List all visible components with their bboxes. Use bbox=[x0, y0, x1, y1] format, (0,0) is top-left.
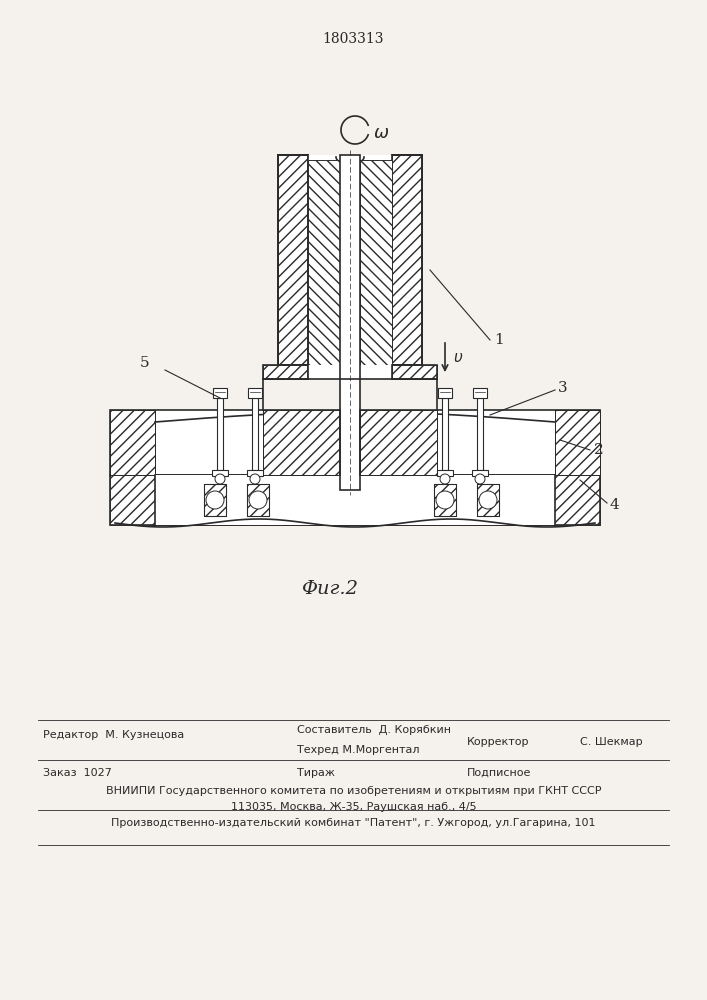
Bar bbox=[392, 365, 437, 379]
Text: Редактор  М. Кузнецова: Редактор М. Кузнецова bbox=[43, 730, 185, 740]
Bar bbox=[477, 484, 499, 516]
Bar bbox=[392, 155, 422, 365]
Bar bbox=[555, 410, 600, 475]
Bar bbox=[213, 388, 227, 398]
Text: Заказ  1027: Заказ 1027 bbox=[43, 768, 112, 778]
Circle shape bbox=[250, 474, 260, 484]
Text: 2: 2 bbox=[594, 443, 604, 457]
Text: Тираж: Тираж bbox=[297, 768, 335, 778]
Bar bbox=[247, 470, 263, 476]
Bar bbox=[110, 475, 600, 525]
Bar bbox=[204, 484, 226, 516]
Text: $\omega$: $\omega$ bbox=[373, 124, 390, 142]
Circle shape bbox=[479, 491, 497, 509]
Text: 1: 1 bbox=[494, 333, 504, 347]
Text: $\upsilon$: $\upsilon$ bbox=[453, 350, 463, 364]
Bar bbox=[263, 410, 340, 475]
Text: 4: 4 bbox=[610, 498, 620, 512]
Text: 5: 5 bbox=[140, 356, 150, 370]
Text: Производственно-издательский комбинат "Патент", г. Ужгород, ул.Гагарина, 101: Производственно-издательский комбинат "П… bbox=[111, 818, 596, 828]
Bar bbox=[110, 475, 600, 525]
Bar bbox=[477, 484, 499, 516]
Bar bbox=[438, 388, 452, 398]
Text: Техред М.Моргентал: Техред М.Моргентал bbox=[297, 745, 419, 755]
Circle shape bbox=[206, 491, 224, 509]
Bar bbox=[110, 410, 155, 475]
Text: Составитель  Д. Корябкин: Составитель Д. Корябкин bbox=[297, 725, 451, 735]
Bar bbox=[278, 155, 308, 365]
Bar bbox=[360, 160, 392, 370]
Text: Подписное: Подписное bbox=[467, 768, 531, 778]
Circle shape bbox=[440, 474, 450, 484]
Text: С. Шекмар: С. Шекмар bbox=[580, 737, 643, 747]
Bar bbox=[110, 410, 600, 475]
Bar bbox=[472, 470, 488, 476]
Text: ВНИИПИ Государственного комитета по изобретениям и открытиям при ГКНТ СССР: ВНИИПИ Государственного комитета по изоб… bbox=[106, 786, 601, 796]
Text: 1803313: 1803313 bbox=[323, 32, 384, 46]
Bar bbox=[263, 410, 340, 475]
Circle shape bbox=[215, 474, 225, 484]
Bar bbox=[360, 410, 437, 475]
Bar bbox=[308, 365, 392, 379]
Text: Φиг.2: Φиг.2 bbox=[301, 580, 358, 598]
Bar bbox=[308, 160, 340, 370]
Bar bbox=[308, 160, 340, 370]
Circle shape bbox=[436, 491, 454, 509]
Bar bbox=[217, 398, 223, 470]
Bar bbox=[248, 388, 262, 398]
Bar bbox=[263, 365, 308, 379]
Bar bbox=[434, 484, 456, 516]
Bar bbox=[360, 410, 437, 475]
Bar bbox=[263, 365, 308, 379]
Bar bbox=[437, 470, 453, 476]
Bar bbox=[473, 388, 487, 398]
Bar bbox=[247, 484, 269, 516]
Bar bbox=[477, 398, 483, 470]
Bar bbox=[392, 365, 437, 379]
Bar bbox=[252, 398, 258, 470]
Bar bbox=[360, 160, 392, 370]
Bar bbox=[278, 155, 308, 365]
Bar bbox=[555, 410, 600, 475]
Bar bbox=[340, 410, 360, 475]
Text: 113035, Москва, Ж-35, Раушская наб., 4/5: 113035, Москва, Ж-35, Раушская наб., 4/5 bbox=[230, 802, 477, 812]
Bar bbox=[308, 155, 392, 365]
Bar bbox=[434, 484, 456, 516]
Bar bbox=[442, 398, 448, 470]
Bar bbox=[204, 484, 226, 516]
Text: 3: 3 bbox=[558, 381, 568, 395]
Bar bbox=[247, 484, 269, 516]
Bar bbox=[340, 155, 360, 490]
Bar bbox=[110, 410, 155, 475]
Bar bbox=[212, 470, 228, 476]
Bar bbox=[392, 155, 422, 365]
Circle shape bbox=[475, 474, 485, 484]
Circle shape bbox=[249, 491, 267, 509]
Text: Корректор: Корректор bbox=[467, 737, 529, 747]
Bar bbox=[155, 475, 555, 525]
